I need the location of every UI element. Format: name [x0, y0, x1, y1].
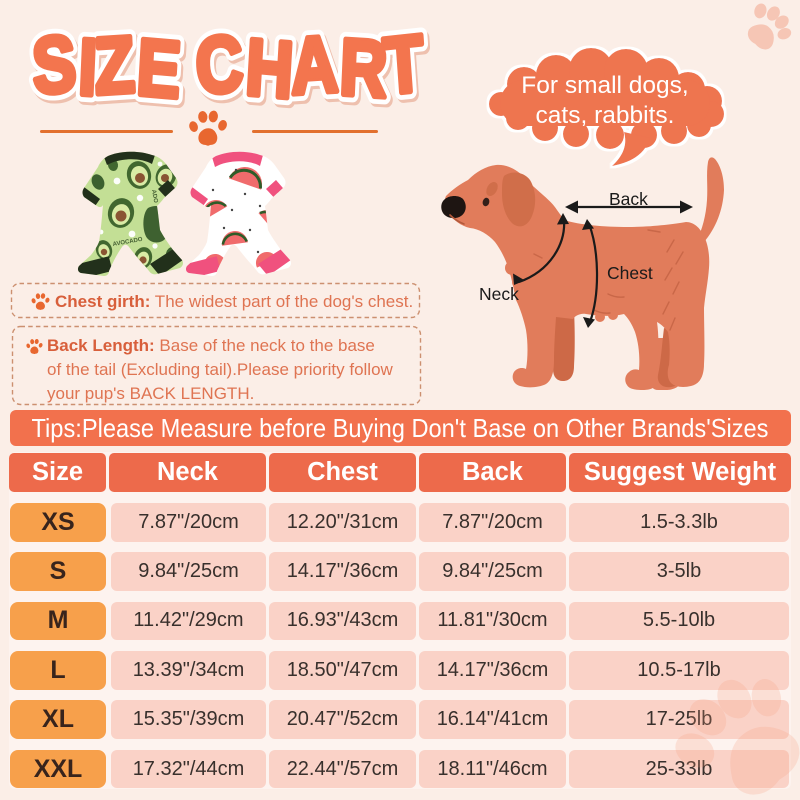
svg-text:Neck: Neck — [479, 284, 519, 304]
svg-text:For small dogs,: For small dogs, — [521, 72, 688, 99]
svg-text:Chest: Chest — [607, 263, 653, 283]
svg-text:SIZE CHART: SIZE CHART — [29, 19, 427, 114]
svg-text:Tips:Please Measure before Buy: Tips:Please Measure before Buying Don't … — [32, 413, 769, 443]
svg-text:cats, rabbits.: cats, rabbits. — [536, 102, 675, 129]
svg-text:AVOCADO: AVOCADO — [112, 237, 143, 248]
svg-text:Back: Back — [609, 189, 648, 209]
svg-text:SIZE CHART: SIZE CHART — [29, 19, 427, 114]
svg-text:ADO: ADO — [150, 189, 158, 204]
